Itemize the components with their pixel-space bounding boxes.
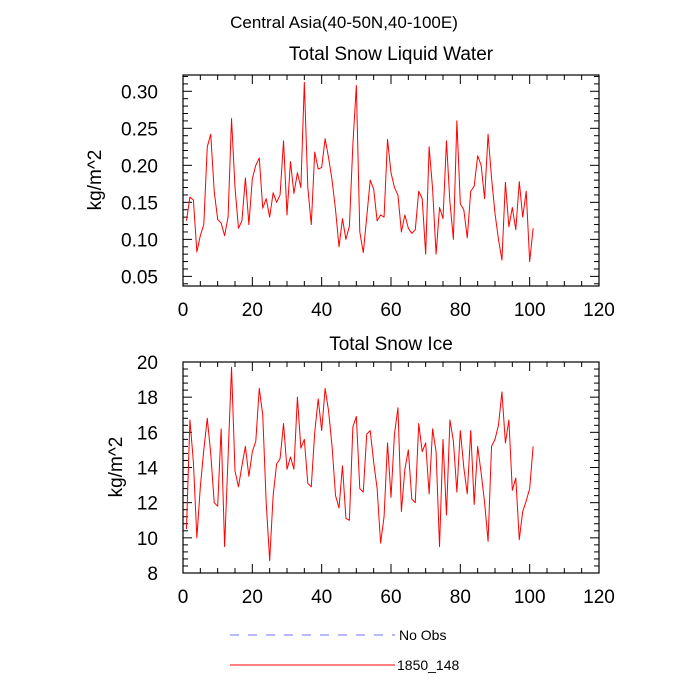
- plot-area: [185, 366, 534, 562]
- x-tick-label: 40: [311, 587, 332, 608]
- x-tick-label: 20: [242, 300, 263, 321]
- series-line-1850_148: [185, 366, 534, 562]
- panel-title: Total Snow Ice: [329, 334, 453, 355]
- panel-snow-liquid-water: Total Snow Liquid Water kg/m^2 0 20 40 60 80…: [85, 44, 615, 321]
- x-tick-label: 0: [178, 587, 189, 608]
- panel-title: Total Snow Liquid Water: [289, 44, 494, 65]
- x-tick-label: 100: [514, 587, 546, 608]
- tick-layer: 0 20 40 60 80 100 120 8 10 12 14 16 18 20: [137, 353, 615, 608]
- legend-entry-no-obs: No Obs: [230, 627, 446, 643]
- y-tick-label: 0.25: [121, 119, 158, 140]
- y-tick-label: 0.05: [121, 267, 158, 288]
- y-tick-label: 16: [137, 423, 158, 444]
- y-tick-label: 20: [137, 353, 158, 374]
- x-tick-label: 60: [380, 300, 401, 321]
- x-tick-label: 120: [583, 300, 615, 321]
- x-tick-label: 100: [514, 300, 546, 321]
- y-axis-label: kg/m^2: [106, 437, 127, 498]
- legend-label: No Obs: [399, 627, 446, 643]
- y-tick-label: 0.10: [121, 230, 158, 251]
- x-tick-label: 0: [178, 300, 189, 321]
- x-tick-label: 80: [450, 587, 471, 608]
- series-line-1850_148: [185, 81, 534, 263]
- figure-suptitle: Central Asia(40-50N,40-100E): [230, 13, 458, 32]
- y-tick-label: 14: [137, 459, 159, 480]
- y-tick-label: 0.30: [121, 82, 158, 103]
- y-tick-label: 8: [147, 564, 158, 585]
- y-tick-label: 0.15: [121, 193, 158, 214]
- axes-frame: [182, 74, 600, 287]
- x-tick-label: 40: [311, 300, 332, 321]
- y-tick-label: 12: [137, 494, 158, 515]
- x-tick-label: 60: [380, 587, 401, 608]
- legend-entry-1850-148: 1850_148: [230, 657, 460, 673]
- legend: No Obs 1850_148: [230, 627, 460, 673]
- panel-snow-ice: Total Snow Ice kg/m^2 0 20 40 60 80 100 120 8 10…: [106, 334, 615, 608]
- y-axis-label: kg/m^2: [85, 150, 106, 211]
- y-tick-label: 10: [137, 529, 158, 550]
- axes-frame: [182, 361, 600, 574]
- x-tick-label: 80: [450, 300, 471, 321]
- y-tick-label: 0.20: [121, 156, 158, 177]
- y-tick-label: 18: [137, 388, 158, 409]
- plot-area: [185, 81, 534, 263]
- x-tick-label: 20: [242, 587, 263, 608]
- legend-label: 1850_148: [397, 657, 460, 673]
- x-tick-label: 120: [583, 587, 615, 608]
- tick-layer: 0 20 40 60 80 100 120 0.05 0.10 0.15 0.20 0.25 0.30: [121, 75, 615, 321]
